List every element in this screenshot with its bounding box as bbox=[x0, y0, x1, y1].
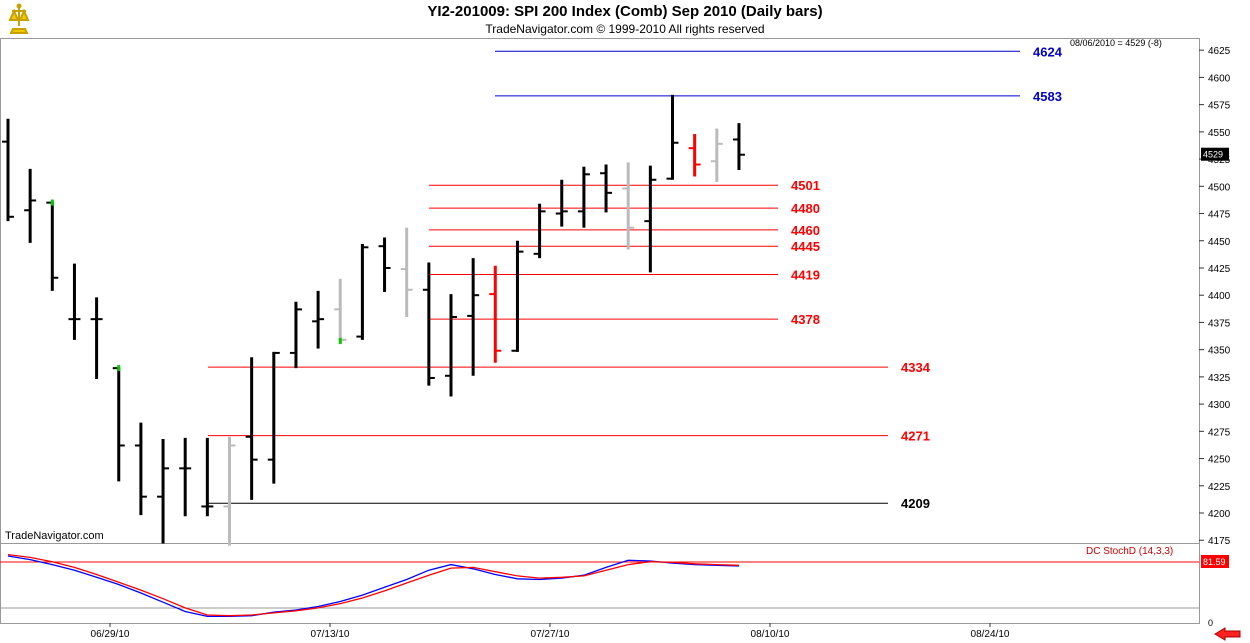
y-tick-label: 4425 bbox=[1208, 264, 1231, 275]
y-tick-label: 4300 bbox=[1208, 400, 1231, 411]
y-tick-label: 4325 bbox=[1208, 373, 1231, 384]
level-label-4445: 4445 bbox=[791, 239, 820, 254]
y-tick-label: 4575 bbox=[1208, 101, 1231, 112]
stochastic-title: DC StochD (14,3,3) bbox=[1086, 546, 1173, 557]
y-tick-label: 4350 bbox=[1208, 346, 1231, 357]
x-tick-label: 08/24/10 bbox=[971, 629, 1010, 640]
y-tick-label: 4625 bbox=[1208, 46, 1231, 57]
y-tick-label: 4500 bbox=[1208, 182, 1231, 193]
level-label-4480: 4480 bbox=[791, 201, 820, 216]
y-tick-label: 4375 bbox=[1208, 318, 1231, 329]
level-label-4624: 4624 bbox=[1033, 44, 1063, 59]
stochastic-panel-frame bbox=[0, 543, 1200, 624]
level-label-4271: 4271 bbox=[901, 429, 930, 444]
y-tick-label: 4225 bbox=[1208, 482, 1231, 493]
level-label-4583: 4583 bbox=[1033, 89, 1062, 104]
y-tick-label: 4600 bbox=[1208, 73, 1231, 84]
chart-copyright: TradeNavigator.com © 1999-2010 All right… bbox=[485, 22, 765, 36]
signal-marker bbox=[338, 337, 342, 344]
level-label-4209: 4209 bbox=[901, 496, 930, 511]
signal-marker bbox=[50, 199, 54, 206]
level-label-4460: 4460 bbox=[791, 223, 820, 238]
stochastic-value-label: 81.59 bbox=[1203, 557, 1226, 567]
y-tick-label: 4450 bbox=[1208, 237, 1231, 248]
scroll-left-arrow-icon[interactable] bbox=[1213, 627, 1243, 641]
stochastic-zero-label: 0 bbox=[1208, 618, 1213, 628]
x-tick-label: 06/29/10 bbox=[91, 629, 130, 640]
stochastic-line-D bbox=[7, 553, 739, 617]
x-tick-label: 08/10/10 bbox=[751, 629, 790, 640]
chart-title: YI2-201009: SPI 200 Index (Comb) Sep 201… bbox=[427, 3, 823, 20]
last-price-label: 4529 bbox=[1203, 150, 1223, 160]
y-tick-label: 4275 bbox=[1208, 427, 1231, 438]
stochastic-line-K bbox=[7, 555, 739, 618]
y-tick-label: 4550 bbox=[1208, 128, 1231, 139]
y-tick-label: 4200 bbox=[1208, 509, 1231, 520]
watermark-label: TradeNavigator.com bbox=[5, 530, 104, 542]
x-tick-label: 07/27/10 bbox=[531, 629, 570, 640]
x-tick-label: 07/13/10 bbox=[311, 629, 350, 640]
y-tick-label: 4400 bbox=[1208, 291, 1231, 302]
y-tick-label: 4475 bbox=[1208, 210, 1231, 221]
level-label-4501: 4501 bbox=[791, 178, 820, 193]
level-label-4334: 4334 bbox=[901, 360, 931, 375]
last-price-box bbox=[1201, 147, 1229, 161]
stochastic-value-box bbox=[1201, 555, 1229, 568]
last-quote-label: 08/06/2010 = 4529 (-8) bbox=[1070, 38, 1162, 48]
level-label-4419: 4419 bbox=[791, 268, 820, 283]
signal-marker bbox=[117, 365, 121, 372]
tradenavigator-logo-icon bbox=[4, 2, 34, 36]
level-label-4378: 4378 bbox=[791, 312, 820, 327]
y-tick-label: 4175 bbox=[1208, 536, 1231, 547]
y-tick-label: 4250 bbox=[1208, 455, 1231, 466]
